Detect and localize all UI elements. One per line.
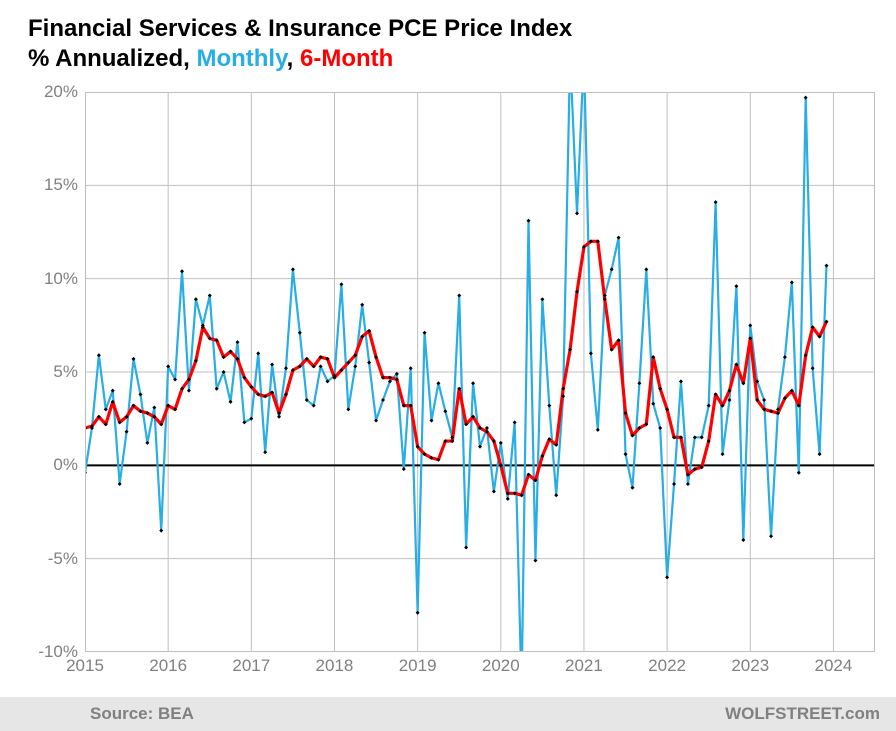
y-axis-label: -5% <box>48 549 78 569</box>
chart-container: Financial Services & Insurance PCE Price… <box>0 0 896 731</box>
x-axis-label: 2015 <box>66 656 104 676</box>
title-line-1: Financial Services & Insurance PCE Price… <box>28 14 572 44</box>
x-axis-label: 2019 <box>399 656 437 676</box>
x-axis-label: 2016 <box>149 656 187 676</box>
x-axis-label: 2022 <box>648 656 686 676</box>
source-label: Source: BEA <box>90 704 194 724</box>
title-monthly: Monthly <box>196 45 286 72</box>
watermark: WOLFSTREET.com <box>725 704 880 724</box>
y-axis-label: 10% <box>44 269 78 289</box>
y-axis-label: 15% <box>44 175 78 195</box>
chart-title: Financial Services & Insurance PCE Price… <box>28 14 572 74</box>
title-sep: , <box>287 45 300 72</box>
x-axis-label: 2021 <box>565 656 603 676</box>
y-axis-label: 0% <box>53 455 78 475</box>
chart-footer: Source: BEA WOLFSTREET.com <box>0 697 896 731</box>
x-axis-label: 2024 <box>814 656 852 676</box>
y-axis-label: 20% <box>44 82 78 102</box>
title-line-2: % Annualized, Monthly, 6-Month <box>28 44 572 74</box>
x-axis-label: 2018 <box>316 656 354 676</box>
x-axis-label: 2017 <box>232 656 270 676</box>
title-6month: 6-Month <box>300 45 393 72</box>
x-axis-label: 2023 <box>731 656 769 676</box>
chart-plot <box>85 92 875 652</box>
title-prefix: % Annualized, <box>28 45 196 72</box>
x-axis-label: 2020 <box>482 656 520 676</box>
y-axis-label: 5% <box>53 362 78 382</box>
